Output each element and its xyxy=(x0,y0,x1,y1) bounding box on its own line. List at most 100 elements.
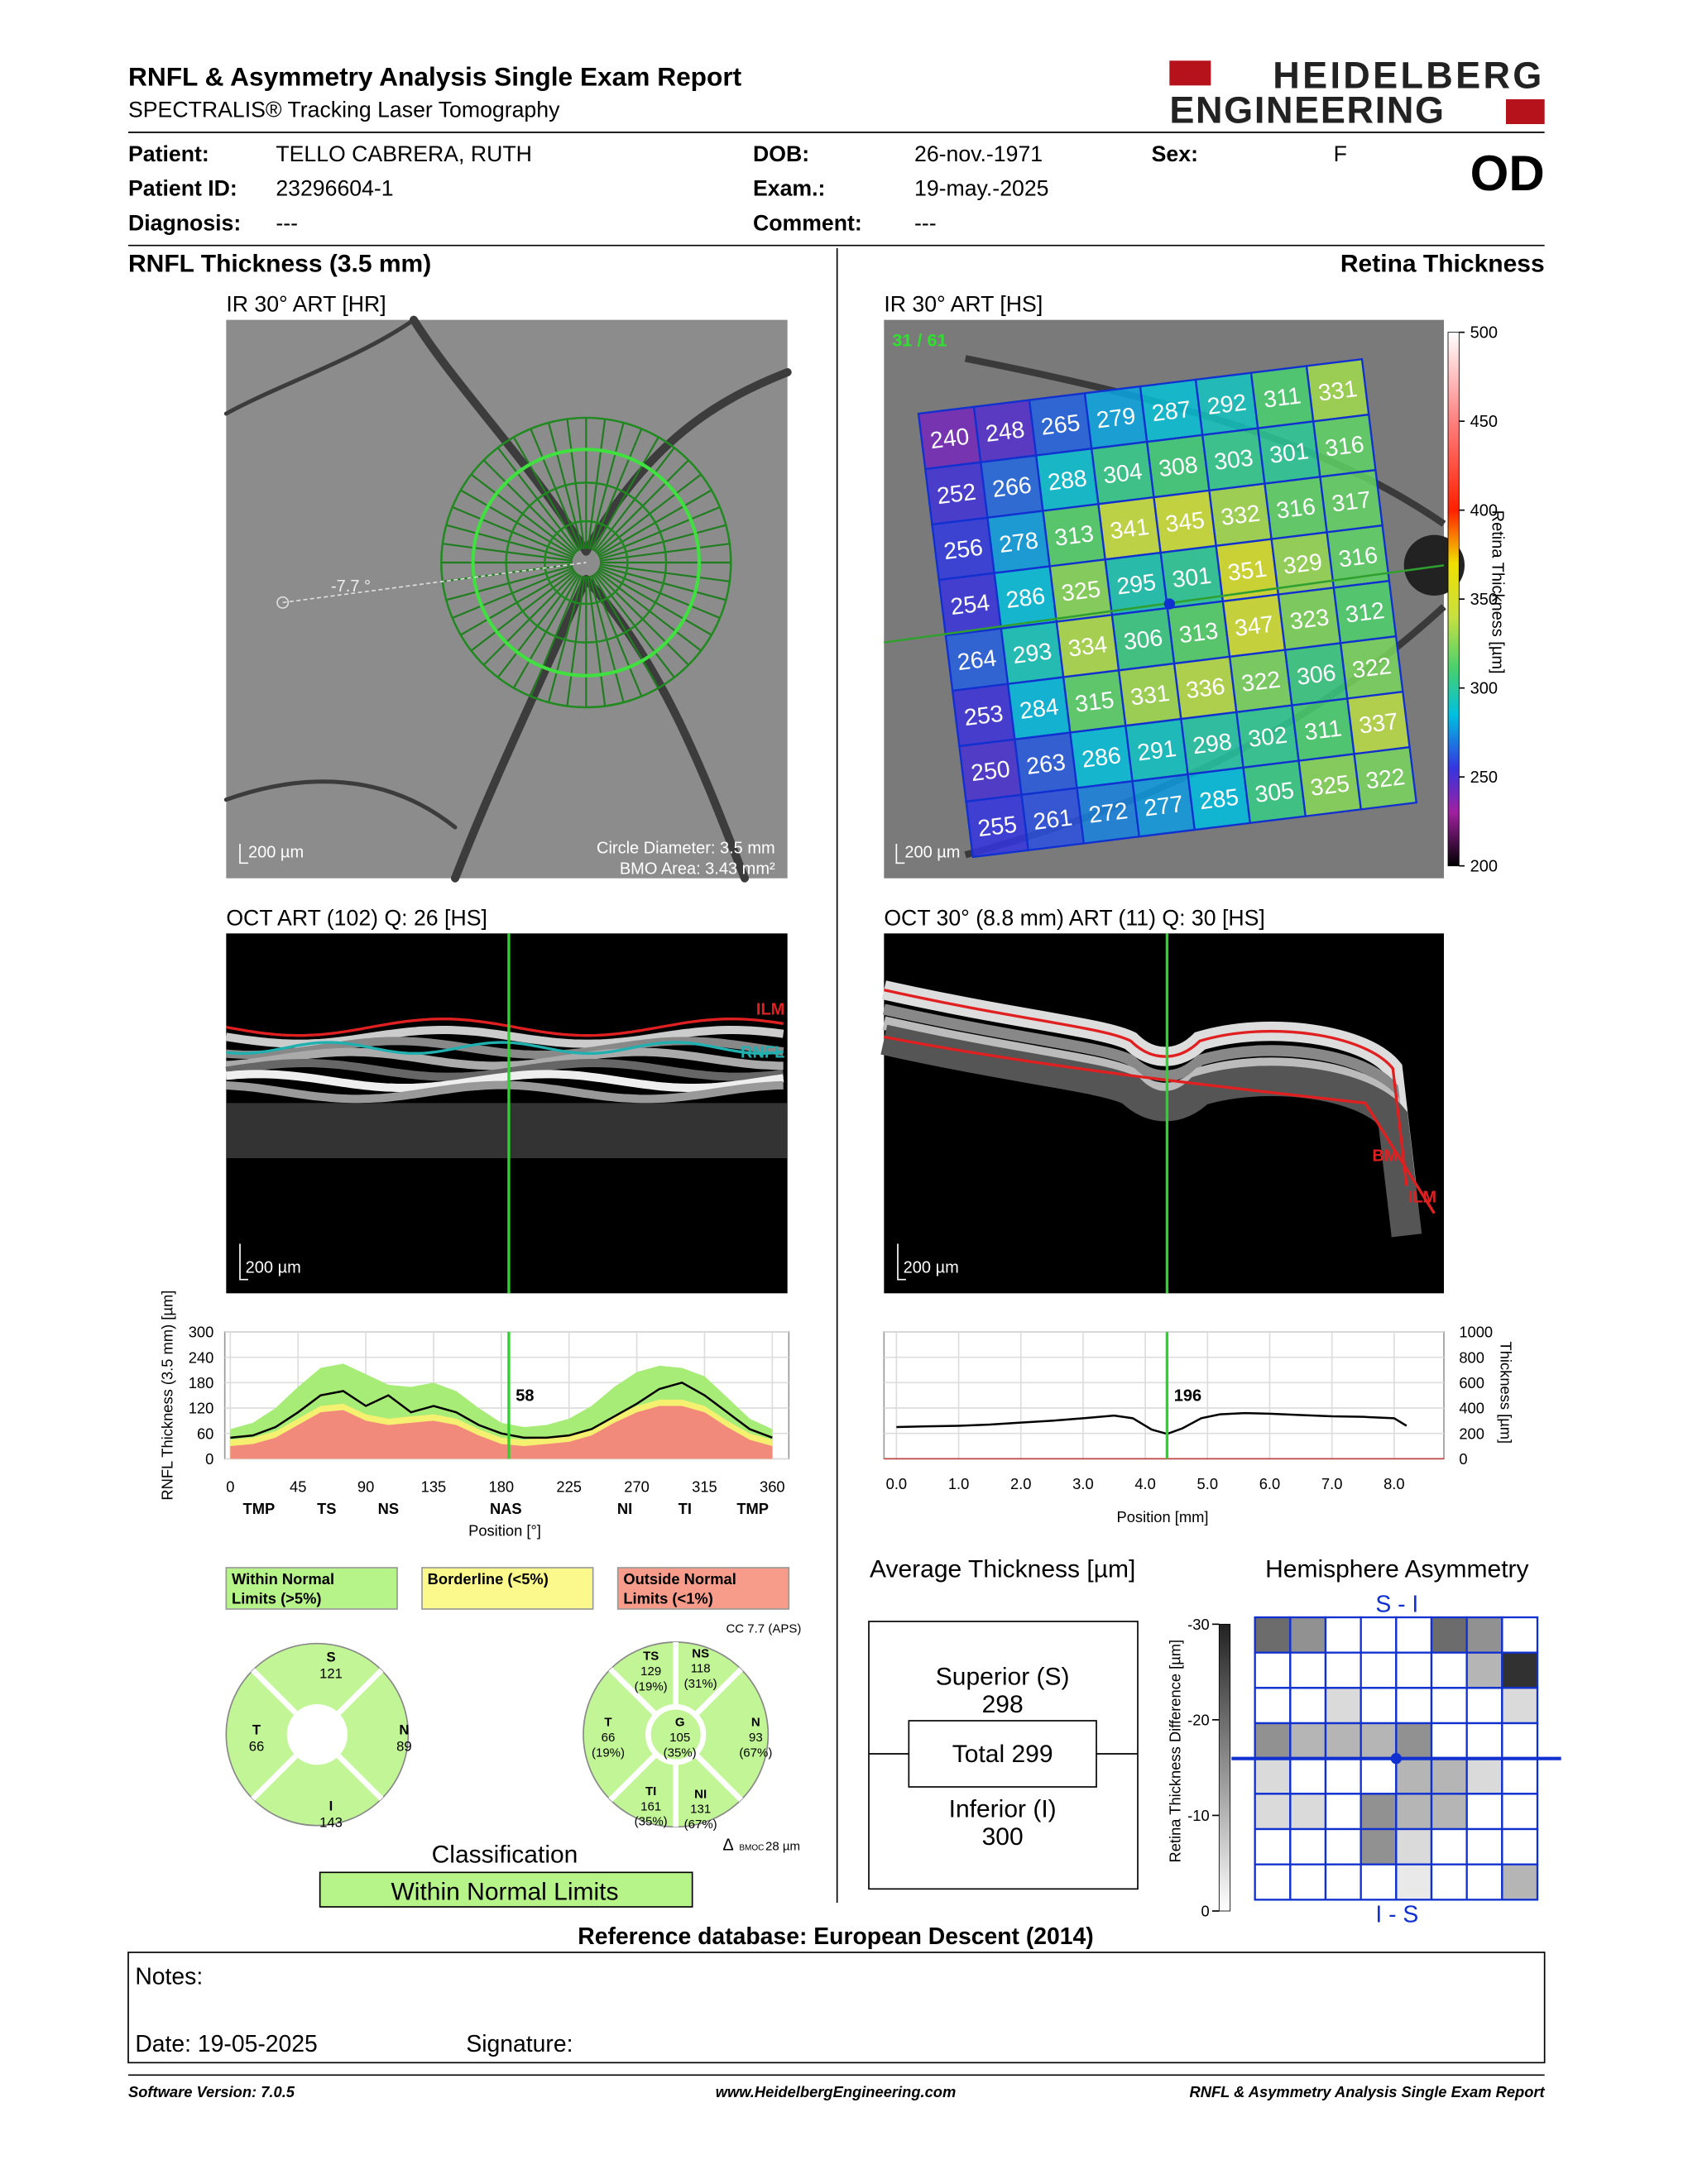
asymmetry-cell xyxy=(1360,1687,1398,1725)
x-tick-label: 360 xyxy=(760,1478,785,1495)
ilm-line xyxy=(226,1018,784,1037)
notes-box xyxy=(127,1952,1546,2064)
grid-value: 334 xyxy=(1067,631,1109,663)
choroid xyxy=(226,1103,788,1158)
cursor-value: 58 xyxy=(516,1387,534,1405)
logo: ENGINEERING xyxy=(1169,89,1445,131)
asymmetry-cell xyxy=(1395,1651,1433,1689)
asymmetry-cell xyxy=(1465,1616,1503,1654)
layer-label: BM xyxy=(1372,1147,1398,1165)
caption: BMO Area: 3.43 mm² xyxy=(620,860,775,879)
vessel xyxy=(223,318,416,416)
y-tick-label: 400 xyxy=(1459,1400,1484,1417)
asymmetry-cell xyxy=(1360,1793,1398,1831)
vessel xyxy=(410,315,591,556)
classification-title: Classification xyxy=(432,1842,578,1869)
sector-value: 66 xyxy=(602,1731,616,1745)
field-label: Comment: xyxy=(753,210,862,235)
asymmetry-title: Hemisphere Asymmetry xyxy=(1265,1556,1528,1583)
grid-value: 312 xyxy=(1344,597,1386,629)
asymmetry-cell xyxy=(1395,1616,1433,1654)
asymmetry-cell xyxy=(1254,1793,1292,1831)
grid-value: 322 xyxy=(1240,666,1282,697)
sector-value: 89 xyxy=(396,1739,412,1755)
asymmetry-cell xyxy=(1289,1616,1327,1654)
legend-box xyxy=(225,1567,398,1610)
sector-label: N xyxy=(399,1722,409,1738)
sector-border xyxy=(336,1668,384,1716)
asymmetry-cell xyxy=(1360,1863,1398,1901)
grid-value: 315 xyxy=(1073,687,1115,718)
y-tick-label: 200 xyxy=(1459,1425,1484,1442)
grid-value: 301 xyxy=(1171,563,1213,594)
classification-result: Within Normal Limits xyxy=(391,1879,618,1906)
legend-text: Limits (>5%) xyxy=(232,1589,321,1607)
asymmetry-cell xyxy=(1254,1757,1292,1795)
asymmetry-cell xyxy=(1360,1651,1398,1689)
scan-circle xyxy=(471,448,702,678)
legend-text: Outside Normal xyxy=(623,1570,736,1588)
field-value: 23296604-1 xyxy=(276,176,393,201)
grid-value: 304 xyxy=(1102,458,1144,490)
sector-percent: (19%) xyxy=(592,1746,625,1760)
sector-label: T xyxy=(252,1722,261,1738)
grid-value: 322 xyxy=(1364,764,1407,795)
sector-label: N xyxy=(751,1716,760,1730)
asymmetry-cell xyxy=(1289,1793,1327,1831)
fovea-marker xyxy=(1390,1753,1402,1765)
grid-value: 329 xyxy=(1282,548,1324,580)
region-label: TMP xyxy=(243,1500,276,1517)
asymmetry-cell xyxy=(1395,1793,1433,1831)
x-tick-label: 5.0 xyxy=(1197,1475,1218,1492)
grid-value: 317 xyxy=(1331,486,1373,518)
vessel xyxy=(582,368,792,556)
plot-frame xyxy=(883,1331,1445,1460)
grid-value: 286 xyxy=(1005,582,1047,614)
colorbar-label: 300 xyxy=(1470,679,1498,697)
average-title: Average Thickness [µm] xyxy=(870,1556,1135,1583)
asymmetry-cell xyxy=(1465,1863,1503,1901)
region-label: NS xyxy=(378,1500,399,1517)
colorbar-label: 350 xyxy=(1470,591,1498,609)
footer: RNFL & Asymmetry Analysis Single Exam Re… xyxy=(1190,2083,1546,2100)
asymmetry-cell xyxy=(1430,1616,1468,1654)
grid-value: 284 xyxy=(1018,693,1060,725)
x-tick-label: 4.0 xyxy=(1134,1475,1155,1492)
grid-value: 277 xyxy=(1143,791,1185,822)
scan-circle xyxy=(505,481,668,644)
sector-value: 93 xyxy=(749,1731,763,1745)
cursor-value: 196 xyxy=(1174,1387,1201,1405)
grid-value: 308 xyxy=(1158,452,1200,483)
legend-box xyxy=(616,1567,790,1610)
image-label: IR 30° ART [HR] xyxy=(226,292,386,317)
rnfl-line xyxy=(226,1041,784,1056)
grid-value: 313 xyxy=(1053,520,1096,552)
colorbar-label: 500 xyxy=(1470,323,1498,342)
grid-value: 345 xyxy=(1164,507,1206,539)
retina-layer xyxy=(225,1037,784,1059)
grid-value: 286 xyxy=(1081,742,1123,774)
retina-layer xyxy=(226,1047,784,1070)
grid-cell xyxy=(1353,745,1418,811)
x-tick-label: 270 xyxy=(624,1478,650,1495)
section-title: Retina Thickness xyxy=(1340,250,1545,277)
grid-value: 254 xyxy=(949,590,991,621)
reference: Reference database: European Descent (20… xyxy=(578,1923,1093,1950)
x-tick-label: 7.0 xyxy=(1321,1475,1342,1492)
grid-value: 287 xyxy=(1150,396,1192,428)
grid-value: 256 xyxy=(942,534,985,566)
colorbar-label: 0 xyxy=(1201,1903,1209,1920)
colorbar-label: -10 xyxy=(1187,1807,1210,1824)
sector-label: S xyxy=(326,1649,335,1664)
sector-value: 131 xyxy=(690,1803,711,1817)
caption: Circle Diameter: 3.5 mm xyxy=(597,840,775,858)
x-tick-label: 1.0 xyxy=(948,1475,969,1492)
sector-name: Inferior (I) xyxy=(949,1796,1057,1823)
asymmetry-cell xyxy=(1465,1722,1503,1760)
y-axis-title: Thickness [µm] xyxy=(1497,1342,1514,1444)
sector-value: 118 xyxy=(691,1662,711,1676)
x-tick-label: 225 xyxy=(556,1478,582,1495)
asymmetry-cell xyxy=(1360,1616,1398,1654)
